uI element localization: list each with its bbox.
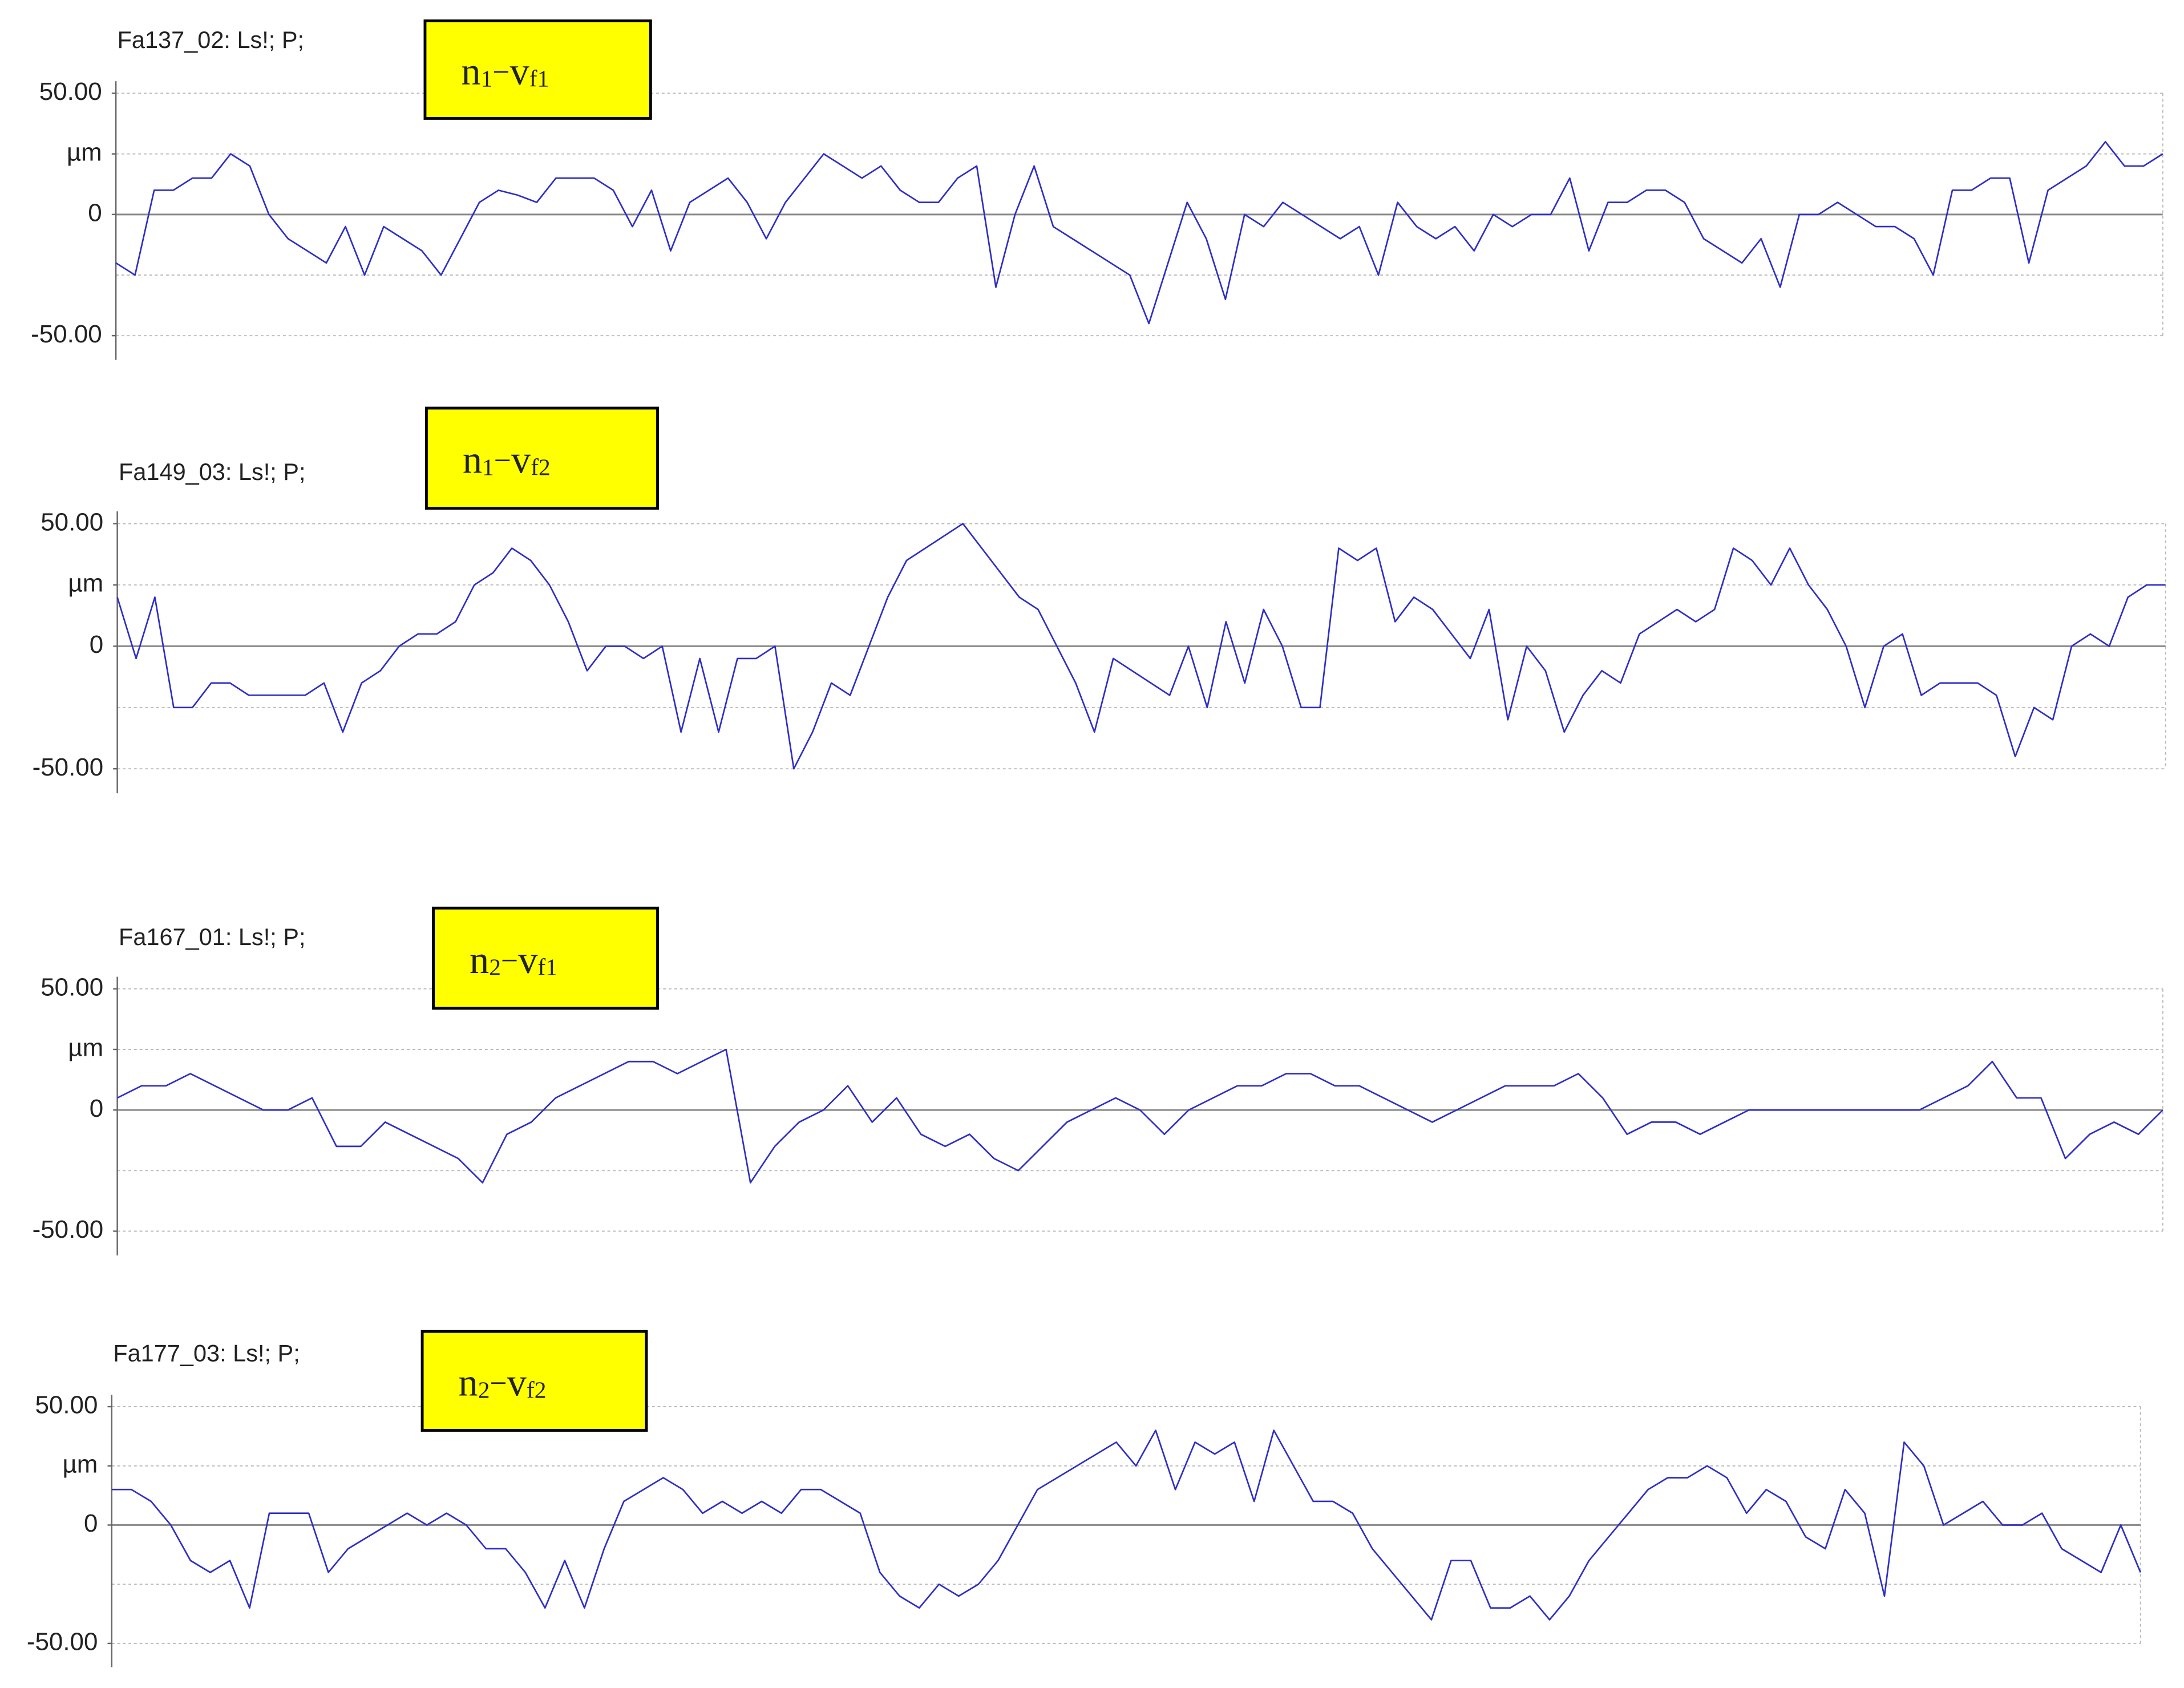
y-tick-label: -50.00 [33, 753, 104, 781]
y-tick-label: 0 [90, 1095, 103, 1122]
label-part: 2 [489, 954, 501, 980]
label-part: n [459, 1360, 478, 1404]
label-part: − [501, 943, 518, 978]
profile-line [115, 141, 2163, 325]
label-part: f2 [531, 454, 551, 480]
y-tick-label: µm [68, 1034, 103, 1062]
label-text: n2−vf2 [459, 1360, 547, 1404]
profile-line [116, 523, 2166, 770]
profile-line [111, 1429, 2142, 1621]
label-part: 1 [482, 454, 494, 480]
label-part: − [494, 443, 511, 478]
label-box [424, 406, 659, 510]
y-tick-label: µm [68, 570, 103, 597]
y-tick-label: 50.00 [41, 973, 103, 1001]
label-part: − [492, 55, 509, 89]
y-tick-label: -50.00 [31, 320, 102, 348]
label-part: f1 [537, 954, 557, 980]
label-part: v [510, 49, 530, 92]
label-part: 1 [481, 65, 493, 91]
label-part: f1 [529, 65, 549, 91]
label-part: f2 [527, 1376, 547, 1403]
label-box [420, 1330, 648, 1432]
chart-title: Fa167_01: Ls!; P; [119, 923, 305, 950]
y-tick-label: -50.00 [27, 1628, 98, 1656]
y-tick-label: -50.00 [33, 1215, 104, 1243]
label-part: v [518, 938, 538, 982]
profile-line [116, 1048, 2163, 1184]
chart-title: Fa137_02: Ls!; P; [118, 26, 304, 53]
label-part: n [470, 938, 489, 982]
label-box [423, 19, 652, 120]
y-tick-label: 0 [88, 199, 102, 227]
label-text: n1−vf2 [463, 438, 551, 481]
y-tick-label: 0 [84, 1509, 98, 1537]
chart-title: Fa177_03: Ls!; P; [113, 1340, 300, 1367]
y-tick-label: µm [67, 138, 102, 166]
label-part: 2 [478, 1376, 490, 1403]
chart-title: Fa149_03: Ls!; P; [119, 458, 305, 485]
label-part: v [511, 438, 531, 481]
label-part: − [490, 1366, 507, 1400]
y-tick-label: µm [63, 1450, 98, 1478]
label-part: n [463, 438, 482, 481]
y-tick-label: 50.00 [41, 508, 103, 536]
label-text: n2−vf1 [470, 938, 557, 982]
label-box [432, 906, 659, 1010]
label-part: v [507, 1360, 527, 1404]
y-tick-label: 50.00 [39, 78, 102, 106]
label-text: n1−vf1 [461, 49, 549, 92]
y-tick-label: 0 [90, 631, 103, 659]
y-tick-label: 50.00 [35, 1391, 98, 1419]
label-part: n [461, 49, 480, 92]
